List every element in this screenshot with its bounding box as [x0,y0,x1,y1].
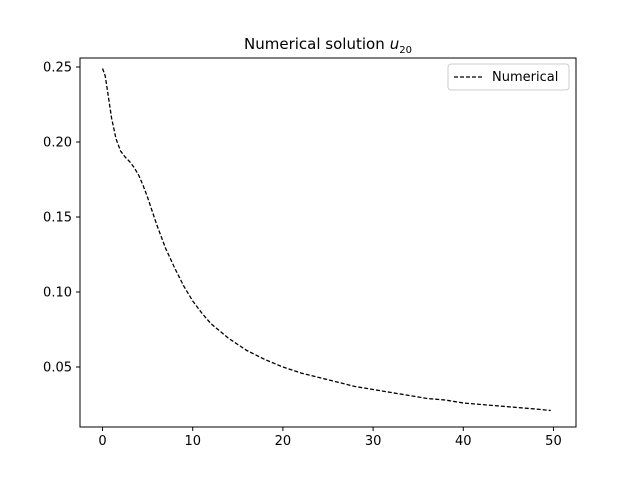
x-tick-label: 0 [98,434,106,449]
chart-title-variable: u [390,35,400,53]
x-tick-label: 40 [455,434,472,449]
legend: Numerical [447,63,570,91]
series-layer [101,68,551,412]
x-axis: 0 10 20 30 40 50 [98,427,562,449]
y-tick-label: 0.05 [43,361,72,376]
chart-title-text: Numerical solution [244,35,385,53]
y-tick-label: 0.25 [43,61,72,76]
legend-box [447,63,570,91]
y-tick-label: 0.20 [43,136,72,151]
plot-area: 0 10 20 30 40 50 0.05 0.10 0.15 0.20 0.25 Numeric… [43,57,577,449]
legend-label-numerical: Numerical [492,70,558,85]
chart-title: Numerical solution u20 [244,35,412,56]
axes-frame [79,57,577,428]
series-line-numerical [101,68,551,412]
x-tick-label: 30 [365,434,382,449]
chart-title-subscript: 20 [399,45,412,56]
x-tick-label: 10 [184,434,201,449]
y-axis: 0.05 0.10 0.15 0.20 0.25 [43,61,80,376]
x-tick-label: 20 [275,434,292,449]
y-tick-label: 0.15 [43,211,72,226]
x-tick-label: 50 [545,434,562,449]
y-tick-label: 0.10 [43,286,72,301]
